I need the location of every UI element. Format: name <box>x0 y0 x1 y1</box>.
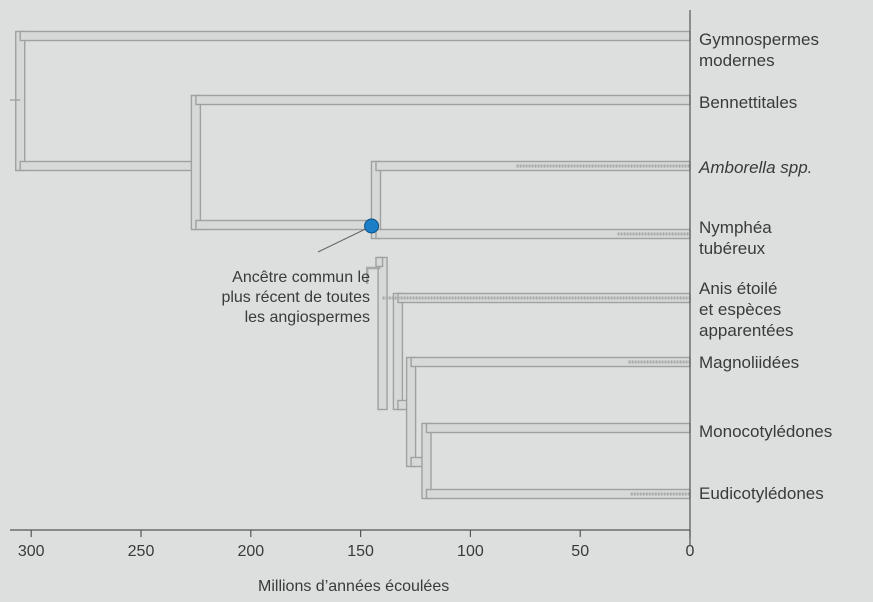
taxon-label-amborella: Amborella spp. <box>699 158 813 177</box>
branch-bennettitales <box>195 94 691 106</box>
node-vertical-monocots-eudicots <box>421 422 432 500</box>
x-tick-label: 200 <box>237 543 264 560</box>
root-vertical-branch <box>15 30 26 172</box>
axis-title: Millions d’années écoulées <box>258 578 450 595</box>
ancestor-annotation: Ancêtre commun le plus récent de toutes … <box>221 269 370 326</box>
x-tick-label: 50 <box>571 543 589 560</box>
x-tick-label: 100 <box>457 543 484 560</box>
x-tick-label: 300 <box>18 543 45 560</box>
x-tick-label: 0 <box>686 543 695 560</box>
taxon-label-monocotyledones: Monocotylédones <box>699 422 833 441</box>
taxon-label-bennettitales: Bennettitales <box>699 93 798 112</box>
node-vertical-bennettitales <box>190 94 202 231</box>
taxon-label-eudicotyledones: Eudicotylédones <box>699 484 824 503</box>
x-tick-label: 250 <box>128 543 155 560</box>
branch-root-to-bennettitales-node <box>19 160 197 172</box>
branch-anis <box>397 292 691 304</box>
ancestor-dot <box>364 218 380 234</box>
branch-to-angiosperm-node <box>195 219 377 231</box>
annotation-leader-line <box>317 227 368 253</box>
fossil-bracket <box>365 266 381 284</box>
taxon-label-anis: Anis étoilé et espèces apparentées <box>699 279 794 340</box>
stem-angiosperm-to-anis <box>377 256 388 411</box>
taxon-label-magnoliidees: Magnoliidées <box>699 353 800 372</box>
x-tick-label: 150 <box>347 543 374 560</box>
taxon-label-gymnospermes: Gymnospermes modernes <box>699 30 819 70</box>
node-vertical-anis <box>392 292 404 411</box>
node-vertical-magnoliidees <box>405 356 417 468</box>
branch-gymnospermes <box>19 30 691 42</box>
stem-angiosperm-connector <box>375 256 384 268</box>
taxon-label-nymphea: Nymphéa tubéreux <box>699 218 772 258</box>
branch-monocotyledones <box>425 422 691 434</box>
